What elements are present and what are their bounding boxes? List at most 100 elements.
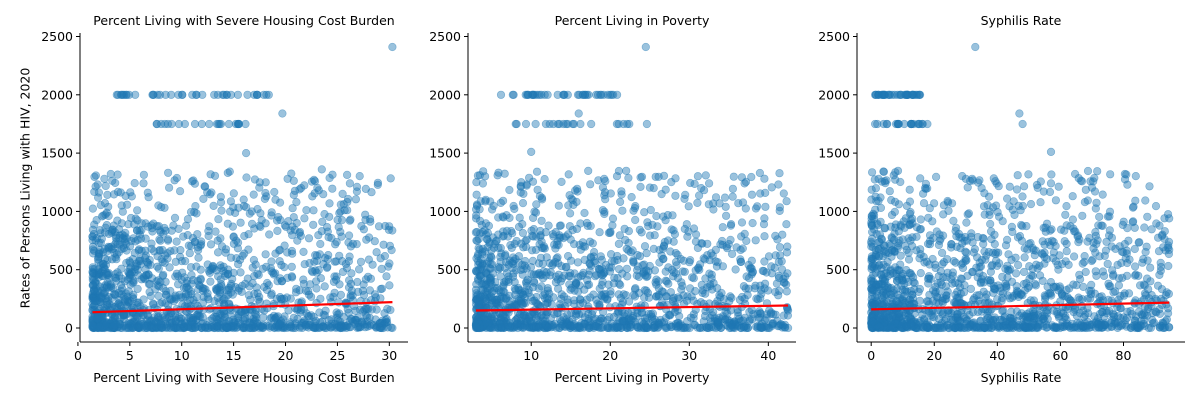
scatter-point xyxy=(879,119,888,129)
scatter-point xyxy=(663,236,673,245)
scatter-point xyxy=(192,90,201,99)
scatter-point xyxy=(908,90,917,99)
panel-poverty: Percent Living in Poverty 10 20 30 40 05001… xyxy=(429,13,796,385)
scatter-point xyxy=(133,226,142,235)
scatter-point xyxy=(640,208,649,217)
scatter-point xyxy=(1061,210,1070,219)
scatter-point xyxy=(979,323,989,332)
scatter-point xyxy=(214,215,223,224)
scatter-point xyxy=(637,228,646,237)
scatter-point xyxy=(215,119,224,129)
x-ticks: 10 20 30 40 xyxy=(523,342,776,363)
scatter-point xyxy=(875,311,885,320)
scatter-point xyxy=(515,213,524,222)
y-tick-label: 500 xyxy=(826,262,850,277)
scatter-point xyxy=(100,199,110,208)
scatter-point xyxy=(947,240,956,249)
scatter-point xyxy=(919,199,929,208)
scatter-point xyxy=(728,184,738,193)
scatter-point xyxy=(1133,323,1142,333)
scatter-point xyxy=(734,321,743,330)
scatter-point xyxy=(729,172,738,181)
scatter-point xyxy=(629,206,638,215)
scatter-point xyxy=(1019,323,1028,332)
scatter-point xyxy=(732,243,741,252)
scatter-point xyxy=(205,119,214,129)
scatter-point xyxy=(775,169,784,178)
scatter-point xyxy=(1012,286,1022,296)
scatter-point xyxy=(745,315,755,324)
scatter-point xyxy=(899,217,908,226)
scatter-point xyxy=(624,227,634,236)
scatter-point xyxy=(895,266,904,275)
scatter-point xyxy=(580,208,589,218)
scatter-point xyxy=(101,260,110,270)
scatter-point xyxy=(650,323,659,332)
scatter-point xyxy=(182,221,191,230)
scatter-point xyxy=(586,293,595,302)
scatter-point xyxy=(1123,258,1132,268)
scatter-point xyxy=(566,272,575,281)
x-tick-label: 80 xyxy=(1116,348,1132,363)
scatter-point xyxy=(101,181,110,191)
scatter-point xyxy=(876,217,885,226)
scatter-point xyxy=(211,227,220,236)
scatter-point xyxy=(905,185,914,194)
scatter-point xyxy=(924,272,934,281)
scatter-point xyxy=(868,317,877,326)
scatter-point xyxy=(716,240,725,249)
scatter-point xyxy=(979,239,988,249)
scatter-point xyxy=(975,176,984,185)
scatter-point xyxy=(270,187,279,197)
scatter-point xyxy=(885,187,894,196)
scatter-point xyxy=(755,168,765,178)
scatter-point xyxy=(529,270,539,279)
scatter-point xyxy=(171,309,180,318)
scatter-point xyxy=(139,170,148,179)
scatter-point xyxy=(1036,177,1045,186)
scatter-point xyxy=(879,90,889,99)
scatter-point xyxy=(260,306,269,315)
scatter-point xyxy=(1031,313,1040,323)
scatter-point xyxy=(373,178,383,187)
scatter-point xyxy=(321,306,330,315)
scatter-point xyxy=(481,247,490,256)
scatter-point xyxy=(728,192,737,201)
scatter-point xyxy=(94,273,103,282)
scatter-point xyxy=(570,296,579,305)
scatter-point xyxy=(640,242,650,251)
y-tick-label: 1500 xyxy=(41,146,73,161)
scatter-point xyxy=(553,253,562,262)
scatter-point xyxy=(652,212,661,221)
scatter-point xyxy=(909,299,918,308)
scatter-point xyxy=(943,196,952,206)
scatter-point xyxy=(995,323,1004,333)
scatter-point xyxy=(736,257,745,267)
scatter-point xyxy=(283,174,292,183)
scatter-point xyxy=(243,90,252,99)
scatter-point xyxy=(1007,255,1016,264)
scatter-point xyxy=(102,247,111,256)
scatter-point xyxy=(1013,261,1023,270)
scatter-point xyxy=(906,236,915,245)
scatter-point xyxy=(291,288,301,297)
scatter-point xyxy=(740,179,749,188)
scatter-point xyxy=(881,179,890,188)
scatter-point xyxy=(574,109,583,118)
scatter-point xyxy=(157,203,166,212)
scatter-point xyxy=(1098,323,1107,332)
scatter-point xyxy=(925,236,935,245)
scatter-point xyxy=(962,218,971,227)
scatter-point xyxy=(892,296,901,306)
scatter-point xyxy=(669,226,678,235)
scatter-point xyxy=(641,321,650,330)
scatter-point xyxy=(928,297,938,306)
scatter-point xyxy=(176,187,185,196)
scatter-point xyxy=(481,172,490,181)
scatter-point xyxy=(713,258,722,267)
scatter-point xyxy=(888,312,897,321)
scatter-point xyxy=(344,283,354,292)
scatter-point xyxy=(505,185,514,195)
scatter-point xyxy=(744,260,753,270)
scatter-point xyxy=(1075,235,1084,244)
